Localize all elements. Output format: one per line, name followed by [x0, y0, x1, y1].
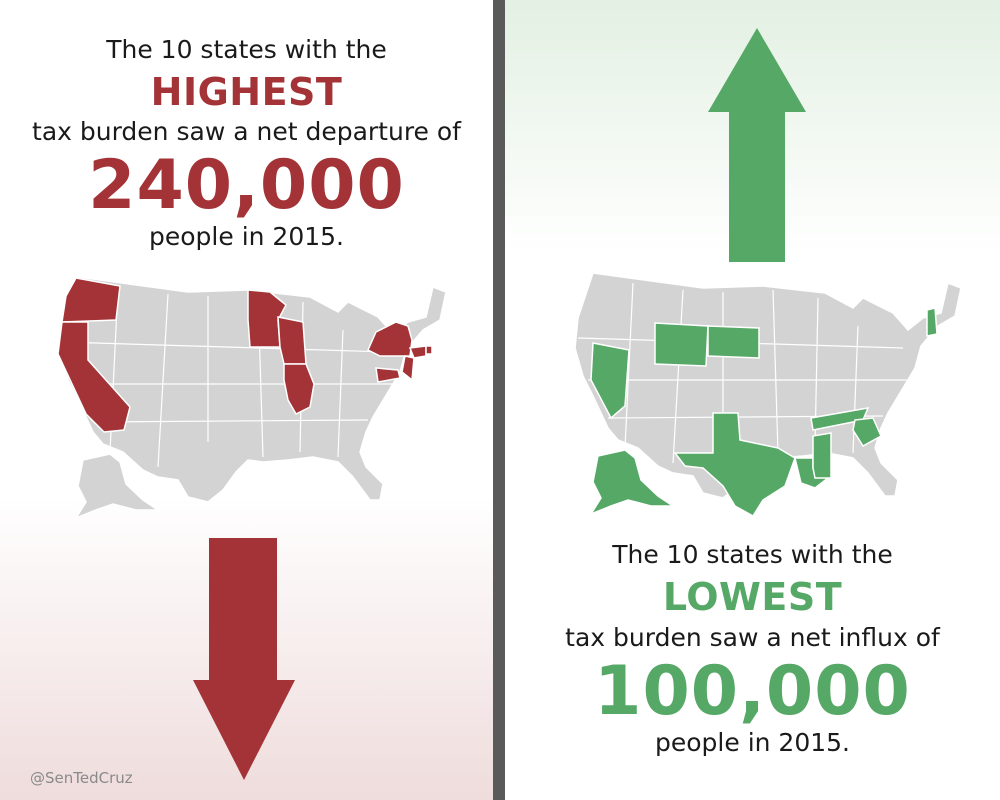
- left-headline-line3: people in 2015.: [149, 222, 344, 251]
- highlighted-states: [589, 307, 938, 518]
- new-hampshire-shape: [926, 307, 938, 337]
- center-divider: [493, 0, 505, 800]
- maryland-shape: [375, 367, 401, 383]
- mississippi-shape: [812, 432, 832, 479]
- alaska-shape: [74, 453, 161, 520]
- down-arrow-icon: [193, 538, 295, 780]
- left-headline-line1: The 10 states with the: [106, 35, 387, 64]
- credit-handle: @SenTedCruz: [30, 769, 133, 787]
- california-shape: [57, 321, 131, 433]
- up-arrow-icon: [708, 28, 806, 262]
- left-highlight-word: HIGHEST: [150, 70, 343, 114]
- connecticut-shape: [408, 345, 427, 359]
- rhode-island-shape: [425, 345, 433, 355]
- oregon-shape: [61, 277, 121, 323]
- left-panel: The 10 states with the HIGHEST tax burde…: [0, 0, 493, 800]
- alaska-shape: [589, 449, 676, 516]
- right-headline-line2: tax burden saw a net influx of: [565, 623, 940, 652]
- right-panel: The 10 states with the LOWEST tax burden…: [505, 0, 1000, 800]
- new-jersey-shape: [401, 355, 415, 382]
- right-headline-line1: The 10 states with the: [612, 540, 893, 569]
- wisconsin-shape: [277, 316, 307, 365]
- right-headline-line3: people in 2015.: [655, 728, 850, 757]
- texas-shape: [673, 412, 796, 518]
- left-big-number: 240,000: [88, 146, 405, 225]
- south-carolina-shape: [852, 417, 882, 448]
- right-big-number: 100,000: [594, 652, 911, 731]
- nevada-shape: [590, 342, 630, 420]
- right-highlight-word: LOWEST: [662, 575, 843, 619]
- highlighted-states: [57, 277, 433, 433]
- us-states-map-icon: [57, 276, 447, 520]
- illinois-shape: [283, 363, 315, 415]
- us-states-map-icon: [574, 272, 962, 518]
- left-headline-line2: tax burden saw a net departure of: [32, 117, 461, 146]
- wyoming-shape: [654, 322, 709, 367]
- south-dakota-shape: [707, 325, 760, 359]
